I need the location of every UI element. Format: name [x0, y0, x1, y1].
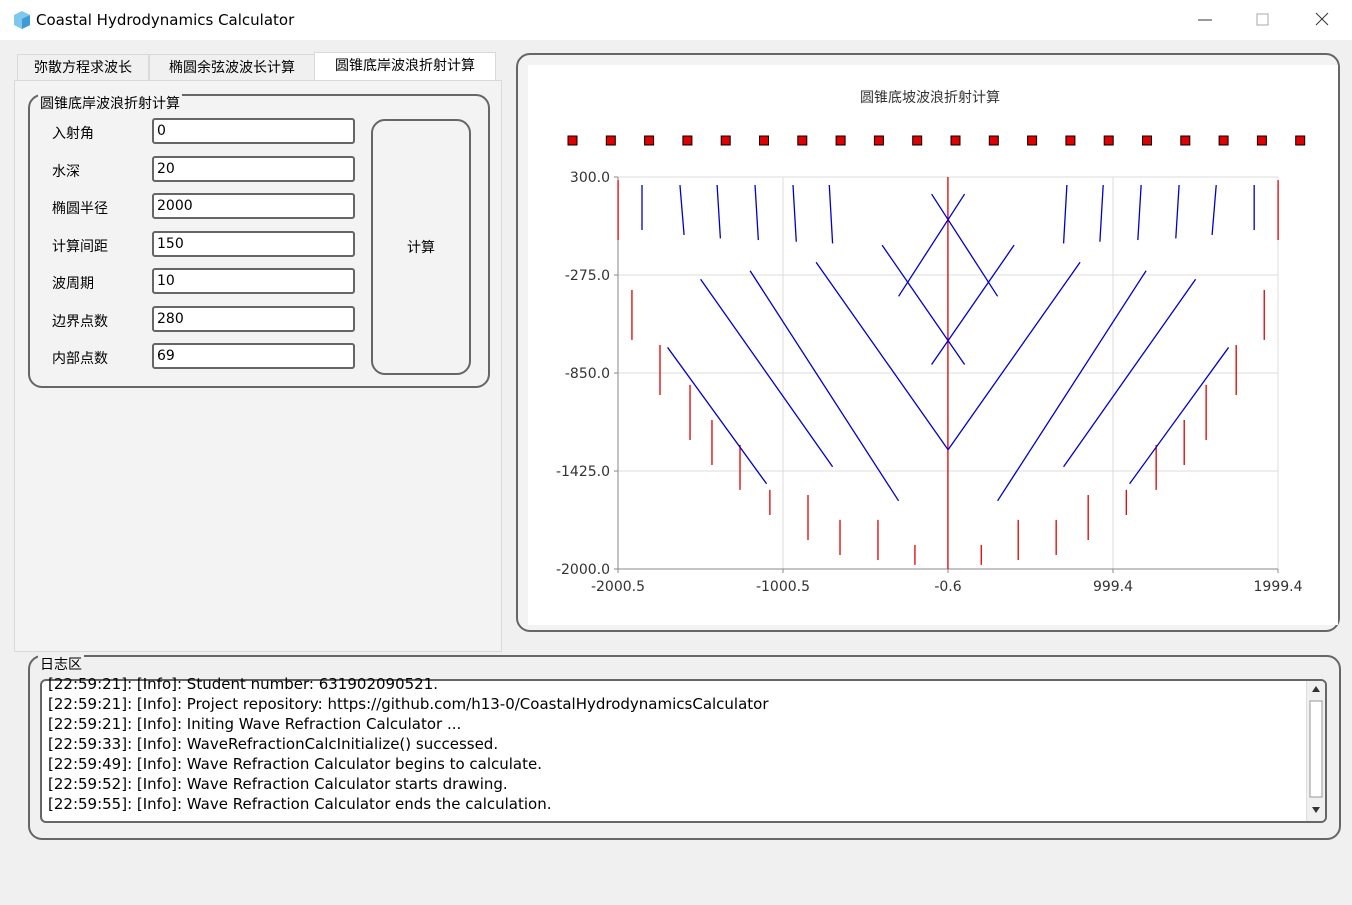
x-tick-label: -2000.5 — [591, 579, 645, 595]
field-input[interactable]: 280 — [152, 305, 355, 332]
tab-active[interactable]: 圆锥底岸波浪折射计算 — [314, 52, 496, 81]
x-tick-label: 999.4 — [1093, 579, 1133, 595]
field-input[interactable]: 20 — [152, 155, 355, 182]
x-tick-label: 1999.4 — [1254, 579, 1303, 595]
y-tick-label: -1425.0 — [556, 464, 610, 480]
chart-title: 圆锥底坡波浪折射计算 — [860, 90, 1000, 106]
legend-marker — [720, 135, 731, 146]
legend-marker — [1103, 135, 1114, 146]
ray-lines — [641, 184, 1255, 502]
legend-marker — [797, 135, 808, 146]
scrollbar[interactable] — [1306, 681, 1325, 821]
log-line: [22:59:52]: [Info]: Wave Refraction Calc… — [48, 775, 508, 793]
field-input[interactable]: 10 — [152, 268, 355, 294]
app-icon — [14, 11, 30, 29]
legend-marker — [873, 135, 884, 146]
title-bar: Coastal Hydrodynamics Calculator — [0, 0, 1352, 40]
field-input[interactable]: 150 — [152, 230, 355, 257]
legend-marker — [759, 135, 769, 146]
legend-marker — [1142, 135, 1152, 146]
legend-marker — [912, 135, 923, 146]
log-line: [22:59:21]: [Info]: Initing Wave Refract… — [48, 715, 462, 733]
tab[interactable]: 椭圆余弦波波长计算 — [149, 54, 315, 81]
y-tick-label: 300.0 — [570, 170, 610, 186]
window-controls[interactable] — [1190, 8, 1340, 32]
y-tick-label: -2000.0 — [556, 562, 610, 578]
x-tick-label: -0.6 — [934, 579, 961, 595]
field-input[interactable]: 2000 — [152, 193, 355, 219]
field-label: 波周期 — [52, 276, 94, 292]
group-title: 圆锥底岸波浪折射计算 — [38, 93, 182, 113]
calc-button[interactable]: 计算 — [371, 119, 471, 375]
log-group — [28, 655, 1341, 840]
field-label: 椭圆半径 — [52, 201, 108, 217]
log-line: [22:59:49]: [Info]: Wave Refraction Calc… — [48, 755, 543, 773]
legend-marker — [988, 135, 999, 146]
legend-marker — [644, 135, 655, 146]
legend-marker — [1218, 135, 1229, 146]
field-label: 内部点数 — [52, 351, 108, 367]
field-label: 入射角 — [52, 126, 94, 142]
legend-marker — [605, 135, 616, 146]
log-line: [22:59:55]: [Info]: Wave Refraction Calc… — [48, 795, 552, 813]
tab[interactable]: 弥散方程求波长 — [17, 54, 149, 81]
log-area — [40, 679, 1327, 823]
legend-marker — [835, 135, 846, 146]
legend — [567, 135, 1306, 146]
log-line: [22:59:33]: [Info]: WaveRefractionCalcIn… — [48, 735, 499, 753]
legend-marker — [1065, 135, 1076, 146]
field-input[interactable]: 69 — [152, 343, 355, 369]
chart: 圆锥底坡波浪折射计算 300.0 -275.0 -850.0 -1425.0 -2000… — [528, 65, 1338, 625]
y-tick-label: -275.0 — [565, 268, 610, 284]
legend-marker — [1256, 135, 1267, 146]
legend-marker — [1180, 135, 1191, 146]
log-title: 日志区 — [38, 654, 84, 674]
legend-marker — [1295, 135, 1306, 146]
window-title: Coastal Hydrodynamics Calculator — [36, 11, 295, 29]
group-box — [28, 94, 490, 388]
field-label: 水深 — [52, 163, 80, 180]
field-label: 边界点数 — [52, 313, 108, 330]
legend-marker — [950, 135, 961, 146]
legend-marker — [1027, 135, 1038, 146]
field-label: 计算间距 — [52, 238, 108, 255]
x-tick-label: -1000.5 — [756, 579, 810, 595]
ray-lines — [617, 177, 1279, 569]
legend-marker — [567, 135, 578, 146]
y-tick-label: -850.0 — [565, 366, 610, 382]
scroll-arrows — [1309, 686, 1323, 813]
legend-marker — [682, 135, 693, 146]
log-line: [22:59:21]: [Info]: Student number: 6319… — [48, 675, 439, 693]
field-input[interactable]: 0 — [152, 118, 355, 144]
log-line: [22:59:21]: [Info]: Project repository: … — [48, 695, 769, 713]
